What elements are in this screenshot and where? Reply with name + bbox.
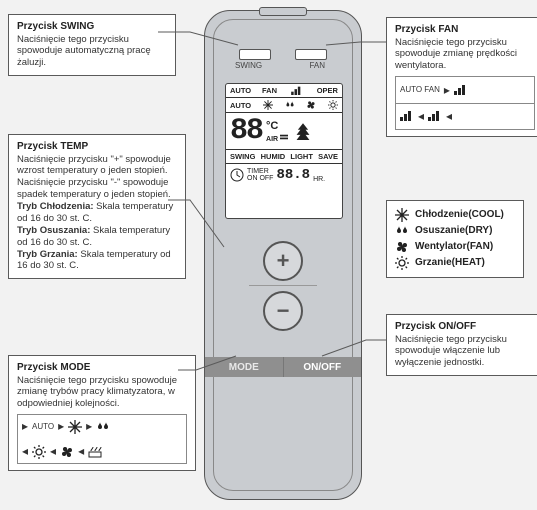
lcd-row2: AUTO	[226, 99, 342, 111]
sun-icon	[328, 100, 338, 110]
fan-icon	[60, 445, 74, 459]
callout-temp: Przycisk TEMP Naciśnięcie przycisku "+" …	[8, 134, 186, 279]
fan-icon	[306, 100, 316, 110]
callout-mode-title: Przycisk MODE	[17, 362, 90, 373]
ir-window	[259, 7, 307, 16]
arrow-icon: ◂	[418, 109, 424, 124]
fan-cycle-strip: AUTO FAN ▸	[395, 76, 535, 104]
mode-legend: Chłodzenie(COOL) Osuszanie(DRY) Wentylat…	[386, 200, 524, 278]
remote-control: SWING FAN AUTO FAN OPER AUTO 88 °C AIR	[204, 10, 362, 500]
callout-temp-title: Przycisk TEMP	[17, 141, 88, 152]
deg-unit: °C	[266, 120, 288, 132]
clock-icon	[230, 168, 244, 182]
legend-fan: Wentylator(FAN)	[395, 239, 515, 255]
mode-cycle-strip: ▸ AUTO ▸ ▸ ◂ ◂ ◂	[17, 414, 187, 464]
callout-onoff: Przycisk ON/OFF Naciśnięcie tego przycis…	[386, 314, 537, 376]
callout-temp-l1: Naciśnięcie przycisku "+" spowoduje wzro…	[17, 154, 171, 201]
louver-icon	[280, 133, 288, 141]
callout-swing-text: Naciśnięcie tego przycisku spowoduje aut…	[17, 34, 151, 69]
tree-icon	[294, 122, 312, 140]
legend-cool: Chłodzenie(COOL)	[395, 207, 515, 223]
onoff-button[interactable]: ON/OFF	[284, 357, 362, 377]
fan-label: FAN	[309, 61, 325, 70]
bottom-button-bar: MODE ON/OFF	[205, 357, 361, 377]
lcd-row1: AUTO FAN OPER	[226, 84, 342, 96]
heat-icon	[88, 445, 102, 459]
legend-dry: Osuszanie(DRY)	[395, 223, 515, 239]
bars-icon	[288, 85, 306, 95]
drops-icon	[285, 100, 295, 110]
snow-icon	[68, 420, 82, 434]
temp-up-button[interactable]: +	[263, 241, 303, 281]
swing-button[interactable]	[239, 49, 271, 60]
legend-heat: Grzanie(HEAT)	[395, 255, 515, 271]
callout-mode: Przycisk MODE Naciśnięcie tego przycisku…	[8, 355, 196, 471]
callout-fan-title: Przycisk FAN	[395, 24, 458, 35]
lcd-row3: SWING HUMID LIGHT SAVE	[226, 151, 342, 162]
bars-icon	[400, 109, 414, 123]
callout-fan: Przycisk FAN Naciśnięcie tego przycisku …	[386, 17, 537, 137]
callout-onoff-title: Przycisk ON/OFF	[395, 321, 476, 332]
mode-button[interactable]: MODE	[205, 357, 284, 377]
lcd-display: AUTO FAN OPER AUTO 88 °C AIR SWING HUMID	[225, 83, 343, 219]
bars-icon	[454, 83, 468, 97]
fan-icon	[395, 240, 409, 254]
snow-icon	[263, 100, 273, 110]
snow-icon	[395, 208, 409, 222]
btn-separator	[249, 285, 317, 286]
sun-icon	[32, 445, 46, 459]
callout-swing-title: Przycisk SWING	[17, 21, 94, 32]
callout-swing: Przycisk SWING Naciśnięcie tego przycisk…	[8, 14, 176, 76]
callout-mode-text: Naciśnięcie tego przycisku spowoduje zmi…	[17, 375, 177, 410]
bars-icon	[428, 109, 442, 123]
arrow-icon: ◂	[446, 109, 452, 124]
callout-fan-text: Naciśnięcie tego przycisku spowoduje zmi…	[395, 37, 517, 72]
drops-icon	[395, 224, 409, 238]
temp-down-button[interactable]: −	[263, 291, 303, 331]
drops-icon	[96, 420, 110, 434]
timer-digits: 88.8	[276, 167, 310, 183]
swing-label: SWING	[235, 61, 262, 70]
fan-button[interactable]	[295, 49, 327, 60]
arrow-icon: ▸	[444, 83, 450, 98]
callout-onoff-text: Naciśnięcie tego przycisku spowoduje włą…	[395, 334, 507, 369]
temp-digits: 88	[230, 116, 262, 146]
sun-icon	[395, 256, 409, 270]
fan-cycle-strip-2: ◂ ◂	[395, 103, 535, 130]
